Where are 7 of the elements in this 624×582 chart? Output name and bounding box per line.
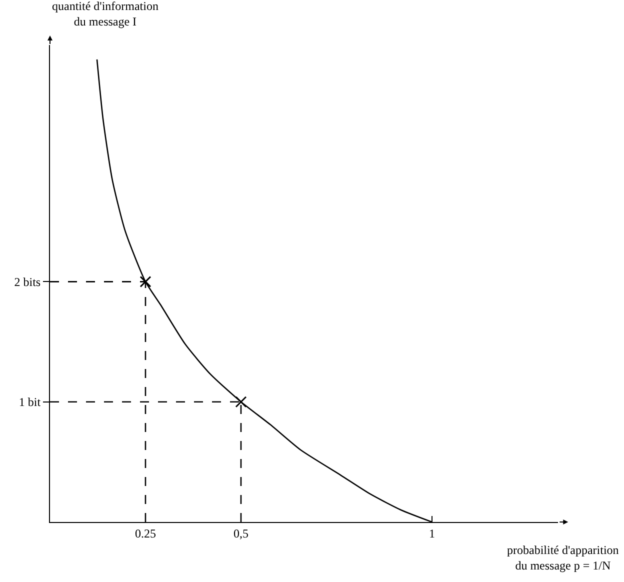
x-tick-label: 0.25	[134, 526, 156, 540]
x-tick-label: 0,5	[233, 526, 248, 540]
y-axis-title: quantité d'information du message I	[52, 0, 158, 29]
x-axis-title: probabilité d'apparition du message p = 1/N	[507, 543, 619, 573]
y-tick-label: 2 bits	[14, 274, 41, 289]
x-tick-label: 1	[428, 526, 435, 540]
y-tick-label: 1 bit	[18, 395, 42, 410]
